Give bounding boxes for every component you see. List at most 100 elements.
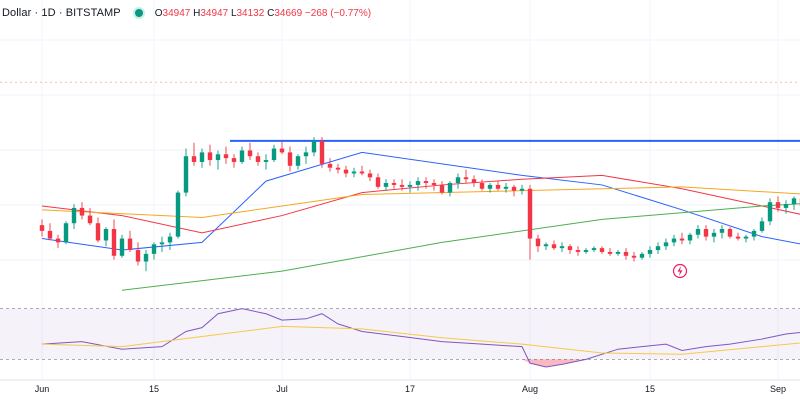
candle-body: [263, 160, 269, 162]
x-tick-label: 15: [645, 384, 655, 394]
candles: [39, 137, 800, 272]
low-label: L: [230, 7, 237, 19]
candle-body: [359, 171, 365, 174]
high-label: H: [193, 7, 201, 19]
candle-body: [639, 253, 645, 258]
rsi-line: [41, 308, 800, 368]
candle-body: [143, 253, 149, 262]
x-tick-label: Aug: [522, 384, 538, 394]
candle-body: [727, 228, 733, 237]
rsi-layer: [41, 308, 800, 368]
candle-body: [559, 246, 565, 249]
candle-body: [335, 167, 341, 170]
candle-body: [303, 152, 309, 157]
candle-body: [183, 156, 189, 193]
moving-average-line: [41, 174, 800, 234]
rsi-band: [0, 308, 800, 360]
candle-body: [791, 198, 797, 205]
candle-body: [407, 184, 413, 187]
candle-body: [575, 250, 581, 252]
candle-body: [231, 158, 237, 162]
candle-body: [495, 184, 501, 189]
candle-body: [191, 156, 197, 162]
candle-body: [111, 228, 117, 256]
candle-body: [455, 177, 461, 184]
candle-body: [623, 251, 629, 256]
candle-body: [431, 183, 437, 185]
moving-average-line: [41, 186, 800, 218]
candle-body: [71, 207, 77, 224]
candle-body: [783, 204, 789, 208]
candle-body: [655, 246, 661, 251]
change-value: −268 (−0.77%): [304, 7, 372, 19]
candle-body: [751, 230, 757, 237]
candle-body: [399, 184, 405, 187]
candle-body: [223, 154, 229, 159]
candle-body: [687, 234, 693, 241]
candle-body: [543, 244, 549, 247]
candle-body: [671, 238, 677, 243]
candle-body: [679, 238, 685, 241]
candle-body: [583, 250, 589, 252]
moving-average-line: [121, 203, 800, 291]
candle-body: [47, 230, 53, 239]
candle-body: [551, 244, 557, 249]
candle-body: [287, 152, 293, 166]
moving-average-line: [41, 151, 800, 251]
candle-body: [215, 154, 221, 161]
candle-body: [503, 186, 509, 189]
candle-body: [423, 181, 429, 184]
candle-body: [79, 207, 85, 216]
candle-body: [703, 228, 709, 237]
candle-body: [607, 251, 613, 254]
candle-body: [663, 242, 669, 247]
candle-body: [479, 183, 485, 189]
candle-body: [719, 228, 725, 233]
candle-body: [767, 202, 773, 222]
candle-body: [367, 173, 373, 178]
candle-body: [511, 186, 517, 191]
candle-body: [279, 148, 285, 153]
time-axis: Jun15Jul17Aug15Sep15Oct16Nov15Dec: [35, 384, 786, 394]
candle-body: [295, 156, 301, 166]
candle-body: [199, 152, 205, 162]
x-tick-label: 15: [149, 384, 159, 394]
moving-averages: [41, 151, 800, 291]
candle-body: [55, 238, 61, 243]
open-value: 34947: [162, 7, 191, 19]
candle-body: [599, 248, 605, 252]
candle-body: [735, 236, 741, 239]
candle-body: [415, 181, 421, 185]
candle-body: [63, 223, 69, 243]
bolt-icon[interactable]: [672, 263, 688, 279]
candle-body: [327, 163, 333, 168]
candle-body: [527, 188, 533, 239]
candle-body: [535, 238, 541, 247]
candle-body: [567, 246, 573, 251]
x-tick-label: Sep: [770, 384, 786, 394]
x-tick-label: 17: [405, 384, 415, 394]
candle-body: [391, 183, 397, 185]
candle-body: [119, 238, 125, 256]
candle-body: [487, 184, 493, 189]
candle-body: [615, 251, 621, 254]
candle-body: [463, 177, 469, 180]
candle-body: [711, 232, 717, 237]
candle-body: [175, 192, 181, 237]
candle-body: [383, 183, 389, 187]
candle-body: [775, 202, 781, 208]
candle-body: [207, 152, 213, 161]
rsi-ma-line: [41, 325, 800, 355]
candle-body: [103, 228, 109, 241]
candle-body: [447, 183, 453, 193]
candle-body: [591, 248, 597, 251]
candle-body: [135, 250, 141, 262]
candle-body: [239, 150, 245, 162]
high-value: 34947: [200, 7, 229, 19]
candle-body: [247, 150, 253, 157]
x-tick-label: Jun: [35, 384, 50, 394]
symbol-title[interactable]: Dollar · 1D · BITSTAMP: [2, 7, 121, 19]
low-value: 34132: [236, 7, 265, 19]
candle-body: [471, 179, 477, 184]
